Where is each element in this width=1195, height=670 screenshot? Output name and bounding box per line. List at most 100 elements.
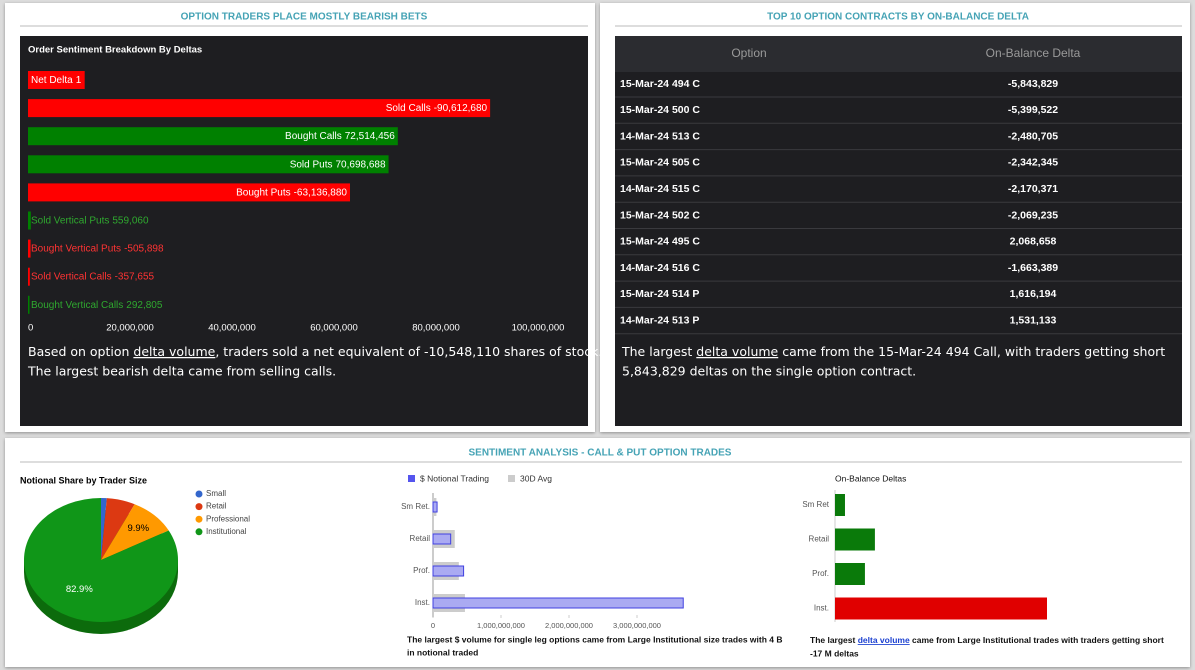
bar [432, 597, 684, 609]
category-label: Net Delta [31, 75, 73, 86]
cell: 15-Mar-24 500 C [620, 104, 700, 116]
slice-label: 82.9% [66, 584, 93, 595]
summary-text: The largest delta volume came from Large… [810, 635, 1164, 645]
x-tick-label: 60,000,000 [310, 323, 358, 334]
bar [432, 533, 452, 545]
legend-label: Institutional [206, 527, 247, 536]
category-label: Sold Calls [386, 103, 431, 114]
bar [28, 239, 31, 258]
text-part: The largest [621, 344, 696, 359]
legend-swatch [195, 503, 203, 511]
cell: -2,480,705 [1008, 130, 1058, 142]
bar-label: Sold Vertical Calls -357,655 [31, 271, 155, 282]
cell: 15-Mar-24 502 C [620, 209, 700, 221]
x-tick-label: 3,000,000,000 [613, 621, 661, 630]
cell: -5,843,829 [1008, 78, 1058, 90]
cell: 15-Mar-24 495 C [620, 236, 700, 248]
summary-text: The largest delta volume came from the 1… [621, 344, 1165, 359]
x-tick-label: 1,000,000,000 [477, 621, 525, 630]
summary-text: 5,843,829 deltas on the single option co… [622, 364, 916, 379]
x-tick-label: 20,000,000 [106, 323, 154, 334]
panel-title: TOP 10 OPTION CONTRACTS BY ON-BALANCE DE… [767, 12, 1029, 23]
text-part: came from Large Institutional trades wit… [910, 635, 1164, 645]
bar-label: Bought Vertical Puts -505,898 [31, 243, 164, 254]
legend-swatch [508, 475, 515, 482]
bar [28, 155, 389, 174]
category-label: Bought Calls [285, 131, 342, 142]
panel-title: SENTIMENT ANALYSIS - CALL & PUT OPTION T… [469, 448, 732, 459]
bar-label: Sold Vertical Puts 559,060 [31, 215, 149, 226]
y-tick-label: Retail [809, 535, 830, 544]
category-label: Sold Puts [290, 159, 333, 170]
text-part: Based on option [28, 344, 133, 359]
legend-swatch [195, 528, 203, 536]
pie-slice [101, 504, 169, 560]
table-header [615, 36, 1182, 72]
link[interactable]: delta volume [858, 635, 910, 645]
cell: -2,069,235 [1008, 209, 1058, 221]
pie-slice [24, 498, 179, 622]
x-tick-label: 40,000,000 [208, 323, 256, 334]
bar-label: Bought Vertical Calls 292,805 [31, 299, 163, 310]
cell: -5,399,522 [1008, 104, 1058, 116]
label-bg [28, 71, 85, 89]
value-label: 72,514,456 [345, 131, 395, 142]
bar [28, 183, 350, 202]
column-header: Option [731, 46, 766, 60]
legend-swatch [195, 490, 203, 498]
caption: in notional traded [407, 647, 478, 657]
pie-slice [101, 498, 107, 560]
bar [28, 295, 30, 314]
legend-label: 30D Avg [520, 473, 552, 483]
value-label: -357,655 [115, 271, 155, 282]
legend-label: Retail [206, 502, 227, 511]
cell: 14-Mar-24 515 C [620, 183, 700, 195]
y-tick-label: Sm Ret [802, 500, 829, 509]
bar-label: Net Delta 1 [31, 75, 82, 86]
link[interactable]: delta volume [696, 344, 778, 359]
pie-slice [101, 498, 135, 560]
bar [432, 501, 438, 513]
column-header: On-Balance Delta [986, 46, 1081, 60]
category-label: Bought Vertical Calls [31, 299, 123, 310]
bar [835, 563, 865, 585]
dark-area [615, 36, 1182, 426]
summary-text: -17 M deltas [810, 648, 859, 658]
cell: 15-Mar-24 494 C [620, 78, 700, 90]
bar [28, 127, 398, 146]
bar [28, 99, 491, 118]
y-tick-label: Inst. [814, 604, 829, 613]
x-tick-label: 0 [431, 621, 435, 630]
text-part: came from the 15-Mar-24 494 Call, with t… [778, 344, 1165, 359]
value-label: 559,060 [112, 215, 149, 226]
link[interactable]: delta volume [133, 344, 215, 359]
y-tick-label: Inst. [415, 598, 430, 607]
y-tick-label: Sm Ret. [401, 502, 430, 511]
bar [28, 211, 31, 230]
category-label: Bought Vertical Puts [31, 243, 121, 254]
cell: 15-Mar-24 514 P [620, 288, 699, 300]
category-label: Sold Vertical Calls [31, 271, 112, 282]
legend-label: Small [206, 489, 226, 498]
cell: 2,068,658 [1010, 236, 1057, 248]
x-tick-label: 80,000,000 [412, 323, 460, 334]
panel-bottom [5, 438, 1190, 667]
bar [835, 494, 845, 516]
bar-label: Bought Puts -63,136,880 [236, 187, 347, 198]
x-tick-label: 100,000,000 [512, 323, 565, 334]
y-tick-label: Prof. [413, 566, 430, 575]
bar [835, 528, 875, 551]
bar [432, 565, 465, 577]
cell: 14-Mar-24 513 P [620, 314, 699, 326]
bar [28, 267, 30, 286]
caption: The largest $ volume for single leg opti… [407, 634, 783, 644]
chart-title: Order Sentiment Breakdown By Deltas [28, 45, 202, 56]
bar-label: Bought Calls 72,514,456 [285, 131, 395, 142]
cell: -2,170,371 [1008, 183, 1058, 195]
panel-title: OPTION TRADERS PLACE MOSTLY BEARISH BETS [181, 12, 428, 23]
y-tick-label: Retail [410, 534, 431, 543]
cell: 14-Mar-24 516 C [620, 262, 700, 274]
y-tick-label: Prof. [812, 569, 829, 578]
cell: 15-Mar-24 505 C [620, 157, 700, 169]
slice-label: 9.9% [127, 523, 149, 534]
